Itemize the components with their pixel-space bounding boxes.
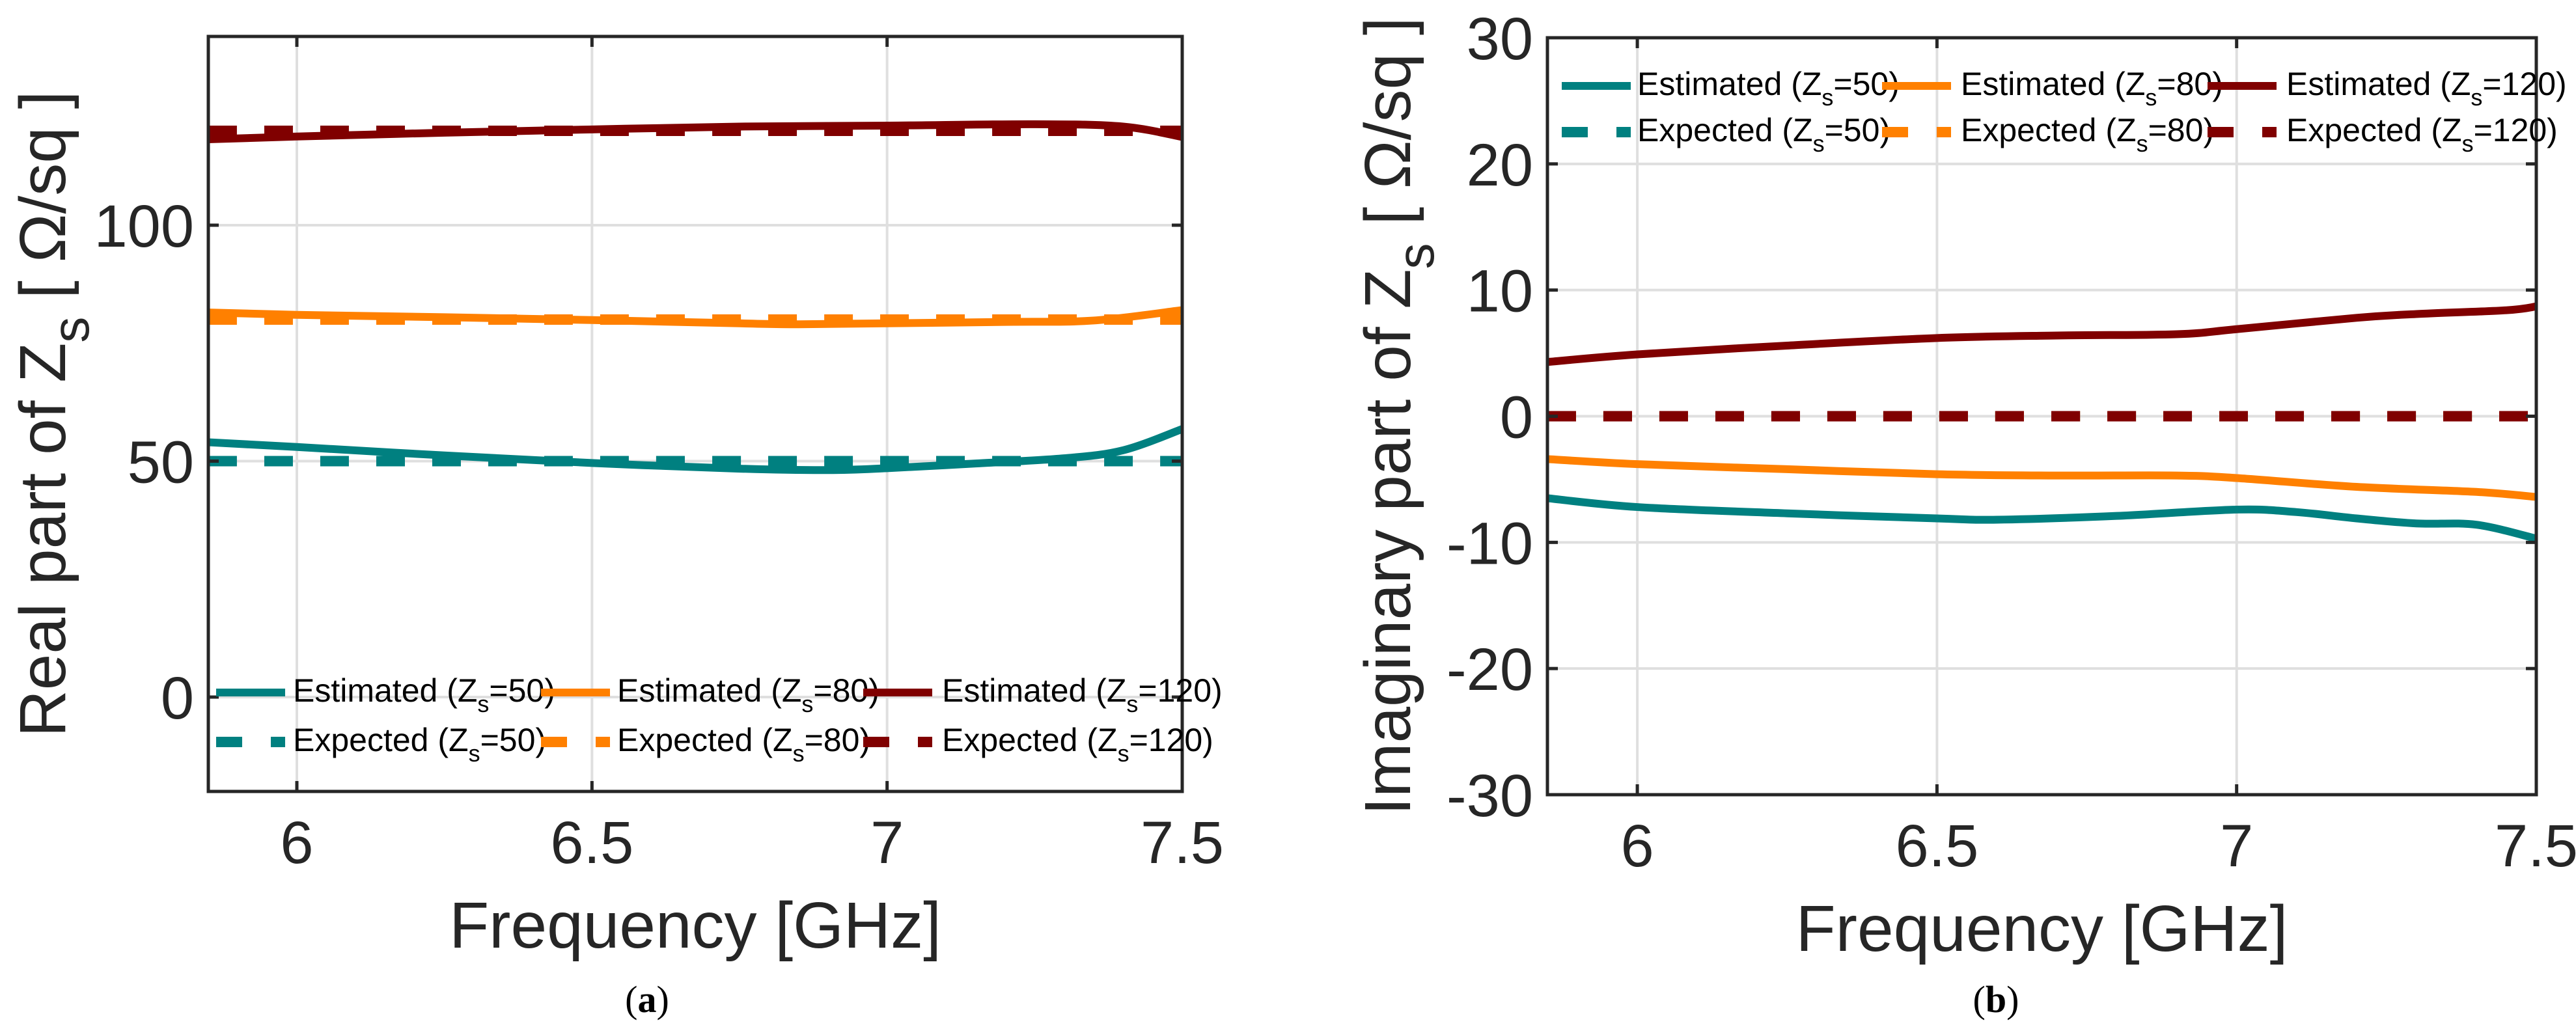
x-tick-label: 6.5 [1895,813,1978,879]
y-tick-label: 10 [1467,258,1533,325]
text-part: =50) [1825,112,1890,148]
x-tick-label: 6 [1621,813,1654,879]
text-part: Estimated (Z [2286,66,2471,102]
text-part: Imaginary part of Z [1351,269,1424,815]
y-tick-label: -20 [1447,637,1533,703]
panel-caption: (b) [1973,978,2019,1021]
legend: Estimated (Zs=50) Estimated (Zs=80) Estima… [1562,66,2567,157]
panel-caption: (a) [625,978,669,1021]
subscript: s [801,691,813,717]
x-tick-label: 7 [870,810,904,876]
legend-entry-label: Estimated (Zs=80) [1961,66,2223,111]
caption-paren: ( [625,978,637,1021]
caption-paren: ( [1973,978,1986,1021]
estimated-z80-line [208,306,1182,329]
subscript: s [1813,130,1825,157]
text-part: Estimated (Z [1961,66,2145,102]
y-tick-label: 0 [161,665,194,732]
y-tick-label: 20 [1467,132,1533,199]
y-tick-label: 0 [1500,385,1533,451]
x-axis-label: Frequency [GHz] [1796,892,2288,965]
caption-letter: b [1986,978,2006,1021]
legend-entry-label: Estimated (Zs=80) [617,672,879,717]
estimated-z50-line [208,425,1182,474]
x-tick-label: 6.5 [550,810,633,876]
legend-entry-label: Expected (Zs=80) [617,722,870,767]
text-part: Expected (Z [2286,112,2462,148]
text-part: Estimated (Z [1637,66,1821,102]
subscript: s [2137,130,2148,157]
caption-letter: a [638,978,657,1021]
y-tick-label: -10 [1447,510,1533,577]
legend-entry-label: Expected (Zs=50) [293,722,546,767]
caption-paren: ) [2006,978,2019,1021]
text-part: [ Ω/sq ] [1351,17,1424,243]
legend-entry-label: Estimated (Zs=120) [942,672,1223,717]
text-part: Expected (Z [617,722,793,758]
text-part: Expected (Z [1961,112,2137,148]
chart-panel-b: 6 6.5 7 7.5 -30 -20 -10 0 10 20 30 Frequency [GHz] I… [1351,6,2576,1021]
subscript: s [1126,691,1138,717]
subscript: s [2145,84,2157,111]
text-part: =120) [2482,66,2566,102]
y-axis-label: Real part of Zs [ Ω/sq ] [7,91,100,737]
text-part: Real part of Z [7,343,79,737]
x-tick-label: 7 [2220,813,2253,879]
estimated-z120-line [1547,302,2536,366]
subscript: s [469,740,480,767]
text-part: Estimated (Z [293,672,477,709]
text-part: Expected (Z [1637,112,1813,148]
text-part: =120) [1138,672,1222,709]
y-tick-label: 100 [94,193,195,260]
legend-entry-label: Expected (Zs=120) [2286,112,2558,157]
text-part: Expected (Z [293,722,469,758]
subscript: s [1118,740,1129,767]
text-part: =120) [2474,112,2558,148]
text-part: [ Ω/sq ] [7,91,79,317]
estimated-z120-line [208,120,1182,144]
text-part: =80) [2148,112,2214,148]
y-tick-label: 30 [1467,6,1533,72]
legend-entry-label: Estimated (Zs=50) [1637,66,1900,111]
text-part: Expected (Z [942,722,1118,758]
x-tick-label: 7.5 [1141,810,1224,876]
x-axis-label: Frequency [GHz] [449,889,941,962]
text-part: =80) [805,722,870,758]
legend-entry-label: Expected (Zs=50) [1637,112,1890,157]
text-part: Estimated (Z [942,672,1126,709]
subscript: s [2462,130,2474,157]
subscript: s [1387,243,1445,269]
legend-entry-label: Estimated (Zs=50) [293,672,555,717]
legend: Estimated (Zs=50) Estimated (Zs=80) Estima… [216,672,1223,767]
legend-entry-label: Expected (Zs=80) [1961,112,2214,157]
subscript: s [42,317,100,343]
text-part: =50) [480,722,546,758]
legend-entry-label: Estimated (Zs=120) [2286,66,2567,111]
x-tick-label: 7.5 [2495,813,2576,879]
subscript: s [793,740,805,767]
subscript: s [477,691,489,717]
estimated-z50-line [1547,494,2536,543]
y-tick-label: 50 [128,430,194,496]
chart-panel-a: 6 6.5 7 7.5 0 50 100 Frequency [GHz] Real part o… [7,34,1224,1021]
caption-paren: ) [657,978,669,1021]
subscript: s [1821,84,1833,111]
y-tick-label: -30 [1447,763,1533,829]
axes-box [206,34,1184,793]
legend-entry-label: Expected (Zs=120) [942,722,1213,767]
subscript: s [2471,84,2482,111]
x-tick-label: 6 [280,810,313,876]
text-part: =120) [1129,722,1213,758]
text-part: Estimated (Z [617,672,801,709]
estimated-z80-line [1547,455,2536,501]
y-axis-label: Imaginary part of Zs [ Ω/sq ] [1351,17,1445,815]
